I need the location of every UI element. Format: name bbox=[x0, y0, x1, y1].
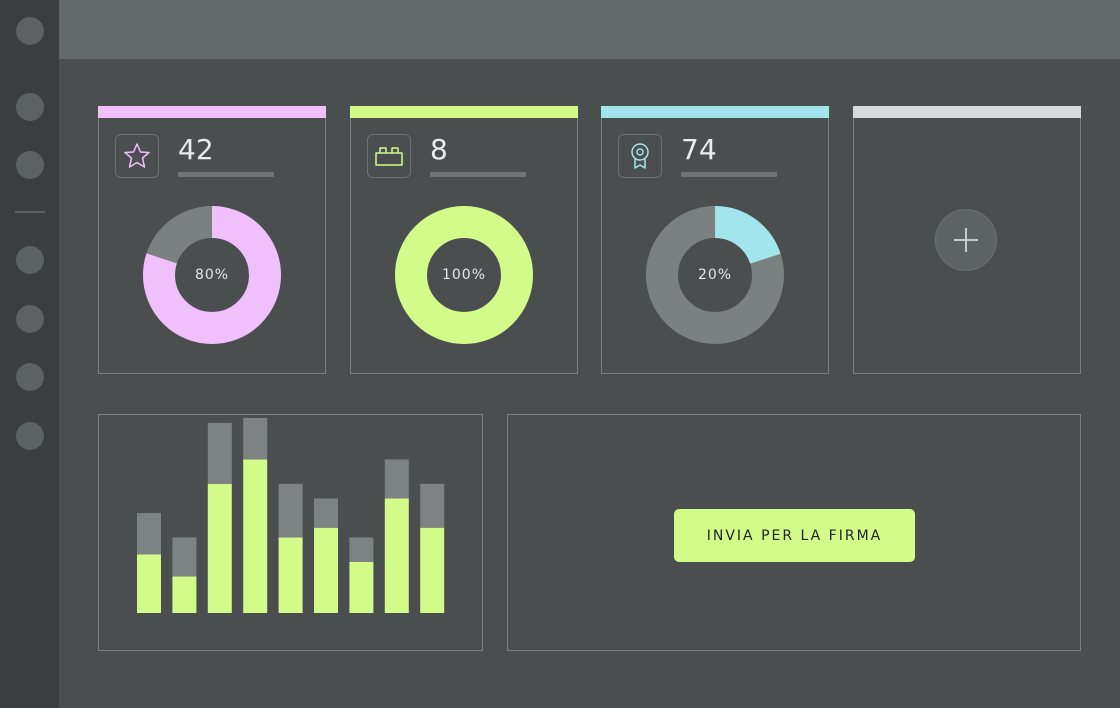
stat-underline bbox=[178, 172, 274, 177]
donut-percent-label: 20% bbox=[697, 267, 733, 283]
add-widget-button[interactable] bbox=[935, 209, 997, 271]
card-body bbox=[350, 118, 578, 374]
donut-progress-arc bbox=[646, 206, 784, 344]
stat-card-brick[interactable]: 8 100% bbox=[350, 106, 578, 374]
card-body bbox=[601, 118, 829, 374]
card-accent-bar bbox=[853, 106, 1081, 118]
stat-value: 74 bbox=[681, 133, 717, 166]
bar-segment-secondary bbox=[278, 483, 303, 538]
card-accent-bar bbox=[350, 106, 578, 118]
card-accent-bar bbox=[601, 106, 829, 118]
plus-icon bbox=[954, 228, 978, 252]
bar-segment-primary bbox=[384, 498, 409, 613]
stat-card-medal[interactable]: 74 20% bbox=[601, 106, 829, 374]
card-accent-bar bbox=[98, 106, 326, 118]
progress-donut bbox=[395, 206, 533, 344]
sidebar bbox=[0, 0, 59, 708]
star-icon bbox=[115, 134, 159, 178]
bar-segment-primary bbox=[172, 576, 197, 613]
bar-segment-primary bbox=[243, 459, 268, 613]
sidebar-nav-item[interactable] bbox=[16, 305, 44, 333]
bar-segment-secondary bbox=[243, 418, 268, 460]
bar-segment-primary bbox=[137, 554, 161, 613]
stacked-bar-chart bbox=[137, 418, 445, 613]
add-widget-card bbox=[853, 106, 1081, 374]
send-for-signature-button[interactable]: INVIA PER LA FIRMA bbox=[674, 509, 915, 562]
card-body bbox=[853, 118, 1081, 374]
sidebar-divider bbox=[15, 211, 45, 213]
stat-value: 42 bbox=[178, 133, 214, 166]
stat-value: 8 bbox=[430, 133, 448, 166]
sidebar-nav-item[interactable] bbox=[16, 151, 44, 179]
bar-segment-secondary bbox=[384, 459, 409, 499]
medal-icon bbox=[618, 134, 662, 178]
bar-segment-secondary bbox=[137, 513, 161, 555]
bar-segment-primary bbox=[349, 561, 374, 613]
top-bar bbox=[59, 0, 1120, 59]
donut-progress-arc bbox=[395, 206, 533, 344]
progress-donut bbox=[143, 206, 281, 344]
bar-segment-secondary bbox=[420, 483, 445, 528]
action-panel: INVIA PER LA FIRMA bbox=[507, 414, 1081, 651]
sidebar-nav-item[interactable] bbox=[16, 246, 44, 274]
sidebar-nav-item[interactable] bbox=[16, 17, 44, 45]
bar-segment-secondary bbox=[172, 537, 197, 577]
bar-segment-secondary bbox=[314, 498, 338, 528]
stat-underline bbox=[430, 172, 526, 177]
bar-segment-secondary bbox=[349, 537, 374, 562]
stat-underline bbox=[681, 172, 777, 177]
sidebar-nav-item[interactable] bbox=[16, 93, 44, 121]
donut-percent-label: 80% bbox=[194, 267, 230, 283]
bar-chart-panel bbox=[98, 414, 483, 651]
donut-percent-label: 100% bbox=[441, 267, 487, 283]
progress-donut bbox=[646, 206, 784, 344]
bar-segment-primary bbox=[314, 527, 338, 613]
bar-segment-primary bbox=[278, 537, 303, 613]
sidebar-nav-item[interactable] bbox=[16, 422, 44, 450]
bar-segment-primary bbox=[420, 527, 445, 613]
brick-icon bbox=[367, 134, 411, 178]
stat-card-star[interactable]: 42 80% bbox=[98, 106, 326, 374]
bar-segment-secondary bbox=[207, 422, 232, 484]
sidebar-nav-item[interactable] bbox=[16, 363, 44, 391]
card-body bbox=[98, 118, 326, 374]
donut-progress-arc bbox=[143, 206, 281, 344]
bar-segment-primary bbox=[207, 483, 232, 613]
